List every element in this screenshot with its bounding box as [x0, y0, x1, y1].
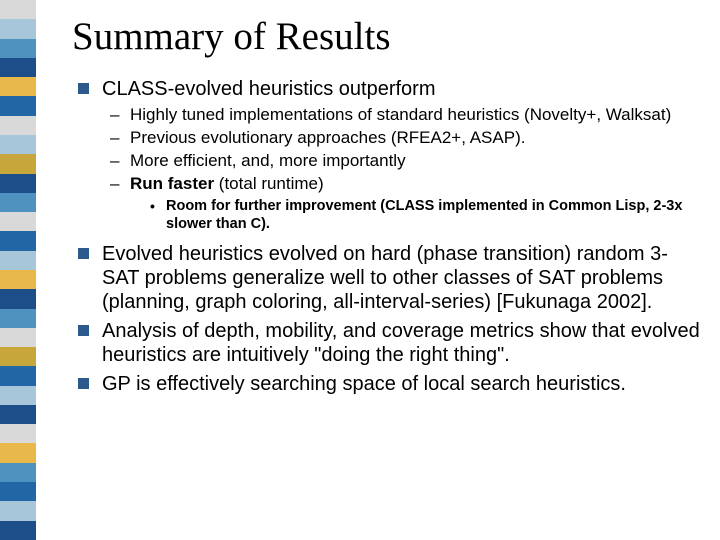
sidebar-stripe: [0, 328, 36, 347]
sidebar-stripe: [0, 193, 36, 212]
subsub-bullet-item: Room for further improvement (CLASS impl…: [72, 198, 700, 233]
sidebar-stripe: [0, 463, 36, 482]
sidebar-stripe: [0, 482, 36, 501]
sidebar-stripe: [0, 116, 36, 135]
sidebar-stripe: [0, 366, 36, 385]
bullet-item: GP is effectively searching space of loc…: [72, 372, 700, 396]
sidebar-stripe: [0, 289, 36, 308]
sidebar-stripe: [0, 231, 36, 250]
sub-bullet-item: Highly tuned implementations of standard…: [72, 105, 700, 126]
sidebar-stripe: [0, 347, 36, 366]
sidebar-stripe: [0, 270, 36, 289]
sub-bullet-item: Previous evolutionary approaches (RFEA2+…: [72, 128, 700, 149]
page-title: Summary of Results: [72, 14, 700, 59]
bullet-item: Evolved heuristics evolved on hard (phas…: [72, 242, 700, 315]
decorative-sidebar: [0, 0, 36, 540]
sidebar-stripe: [0, 405, 36, 424]
bullet-item: CLASS-evolved heuristics outperform: [72, 77, 700, 101]
sidebar-stripe: [0, 386, 36, 405]
sidebar-stripe: [0, 501, 36, 520]
sidebar-stripe: [0, 424, 36, 443]
slide-content: Summary of Results CLASS-evolved heurist…: [72, 14, 700, 400]
sidebar-stripe: [0, 251, 36, 270]
sub-bullet-item: More efficient, and, more importantly: [72, 151, 700, 172]
plain-text: (total runtime): [214, 174, 324, 193]
bullet-item: Analysis of depth, mobility, and coverag…: [72, 319, 700, 368]
sidebar-stripe: [0, 0, 36, 19]
sidebar-stripe: [0, 77, 36, 96]
sidebar-stripe: [0, 174, 36, 193]
sidebar-stripe: [0, 443, 36, 462]
sidebar-stripe: [0, 154, 36, 173]
sidebar-stripe: [0, 39, 36, 58]
sub-bullet-item: Run faster (total runtime): [72, 174, 700, 195]
sidebar-stripe: [0, 309, 36, 328]
bold-text: Run faster: [130, 174, 214, 193]
sidebar-stripe: [0, 135, 36, 154]
sidebar-stripe: [0, 58, 36, 77]
sidebar-stripe: [0, 19, 36, 38]
sidebar-stripe: [0, 521, 36, 540]
sidebar-stripe: [0, 212, 36, 231]
bullet-list: CLASS-evolved heuristics outperform High…: [72, 77, 700, 396]
sidebar-stripe: [0, 96, 36, 115]
